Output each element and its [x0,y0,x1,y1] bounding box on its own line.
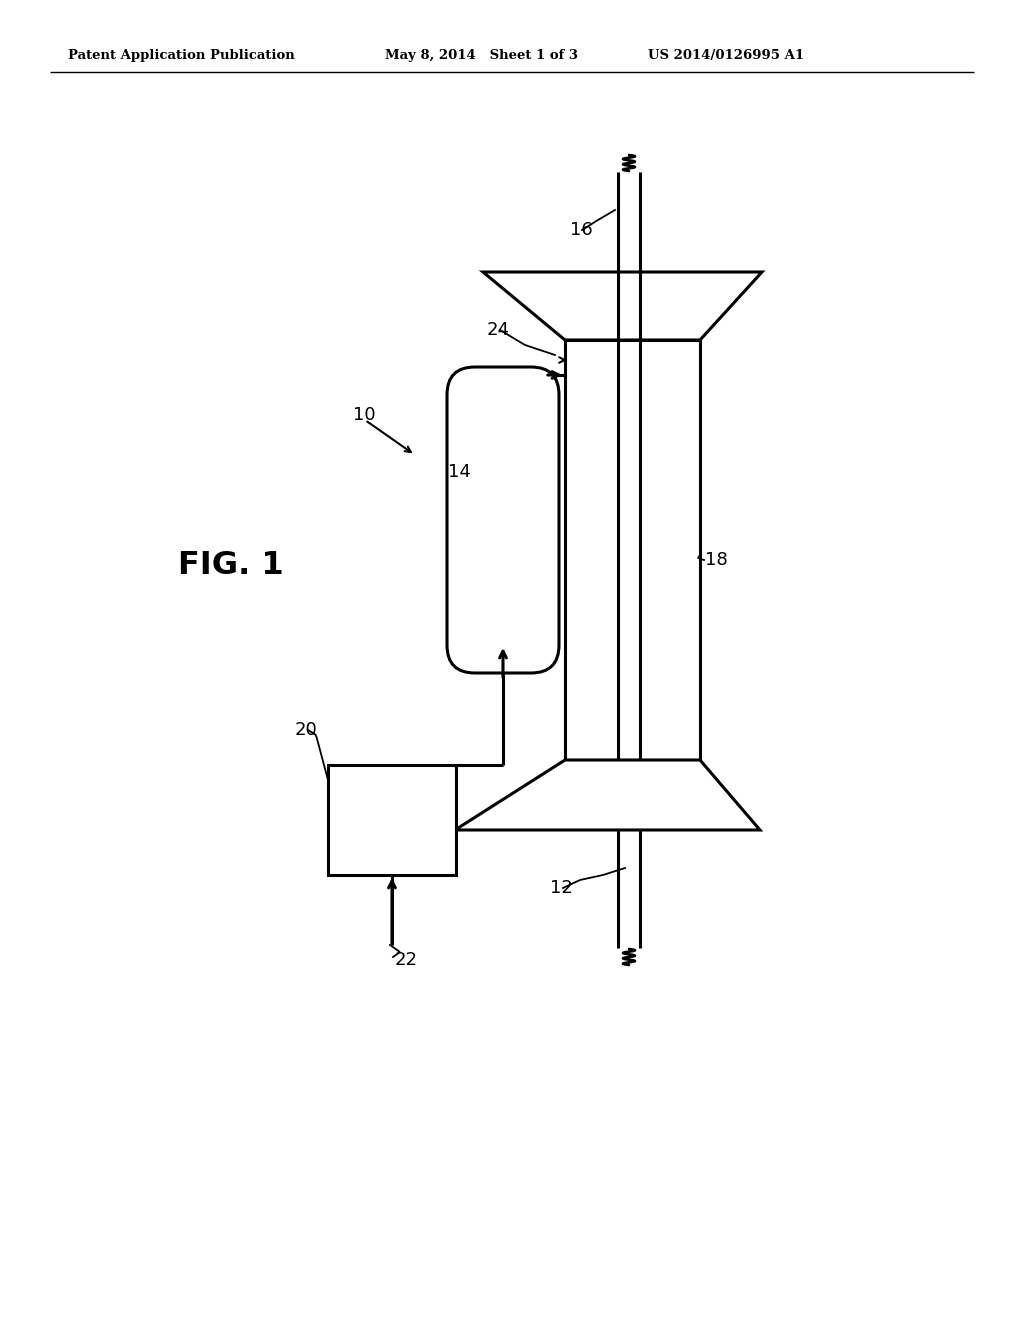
Text: Patent Application Publication: Patent Application Publication [68,49,295,62]
FancyBboxPatch shape [447,367,559,673]
Polygon shape [483,272,762,341]
Text: FIG. 1: FIG. 1 [178,549,284,581]
Text: 24: 24 [487,321,510,339]
Text: 10: 10 [353,407,376,424]
Text: 12: 12 [550,879,572,898]
Bar [565,341,700,760]
Bar [328,766,456,875]
Text: 16: 16 [570,220,593,239]
Text: 22: 22 [395,950,418,969]
Text: 18: 18 [705,550,728,569]
Text: 14: 14 [449,463,471,480]
Polygon shape [455,760,760,830]
Text: 20: 20 [295,721,317,739]
Text: US 2014/0126995 A1: US 2014/0126995 A1 [648,49,804,62]
Text: May 8, 2014   Sheet 1 of 3: May 8, 2014 Sheet 1 of 3 [385,49,578,62]
